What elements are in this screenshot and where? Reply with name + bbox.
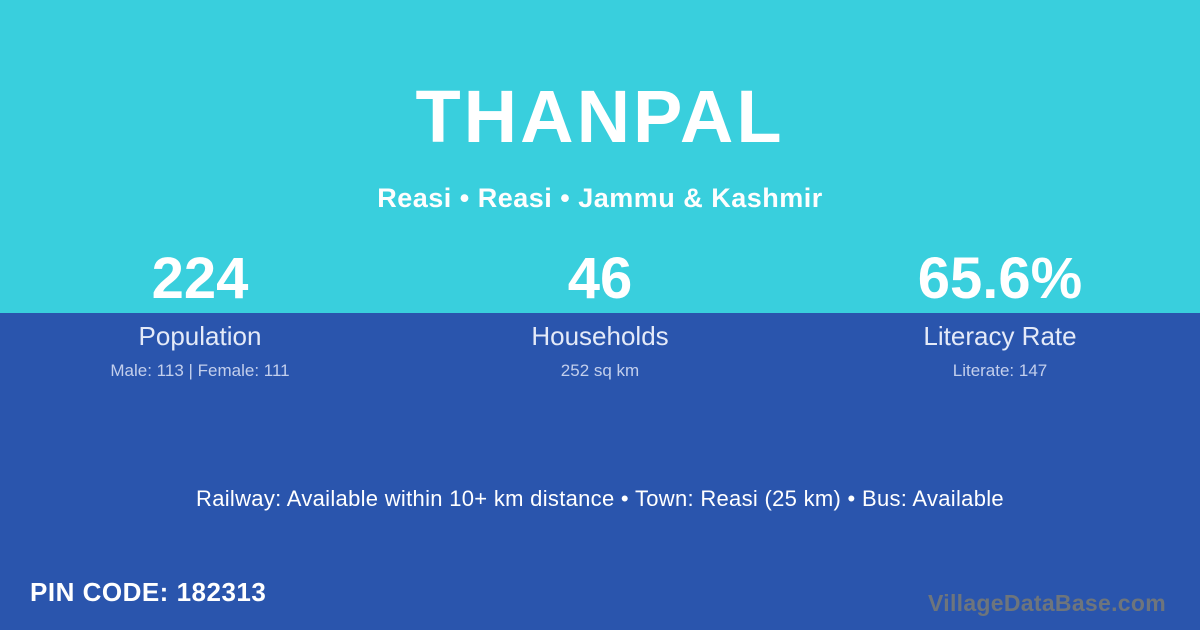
- population-label: Population: [138, 321, 262, 351]
- village-location-breadcrumb: Reasi • Reasi • Jammu & Kashmir: [377, 183, 823, 213]
- population-detail: Male: 113 | Female: 111: [110, 360, 290, 380]
- literacy-rate-detail: Literate: 147: [952, 360, 1048, 380]
- stat-households: 46 Households 252 sq km: [400, 250, 800, 381]
- stat-literacy-rate: 65.6% Literacy Rate Literate: 147: [800, 250, 1200, 381]
- population-value: 224: [151, 246, 249, 311]
- stats-row: 224 Population Male: 113 | Female: 111 4…: [0, 250, 1200, 381]
- literacy-rate-label: Literacy Rate: [923, 321, 1077, 351]
- pin-code: PIN CODE: 182313: [30, 577, 267, 607]
- top-band: [0, 0, 1200, 313]
- literacy-rate-value: 65.6%: [917, 246, 1083, 311]
- households-detail: 252 sq km: [560, 360, 640, 380]
- village-title: THANPAL: [415, 75, 785, 158]
- households-value: 46: [567, 246, 633, 311]
- households-label: Households: [531, 321, 669, 351]
- stat-population: 224 Population Male: 113 | Female: 111: [0, 250, 400, 381]
- watermark-site-name: VillageDataBase.com: [928, 590, 1166, 616]
- transport-info: Railway: Available within 10+ km distanc…: [196, 486, 1004, 511]
